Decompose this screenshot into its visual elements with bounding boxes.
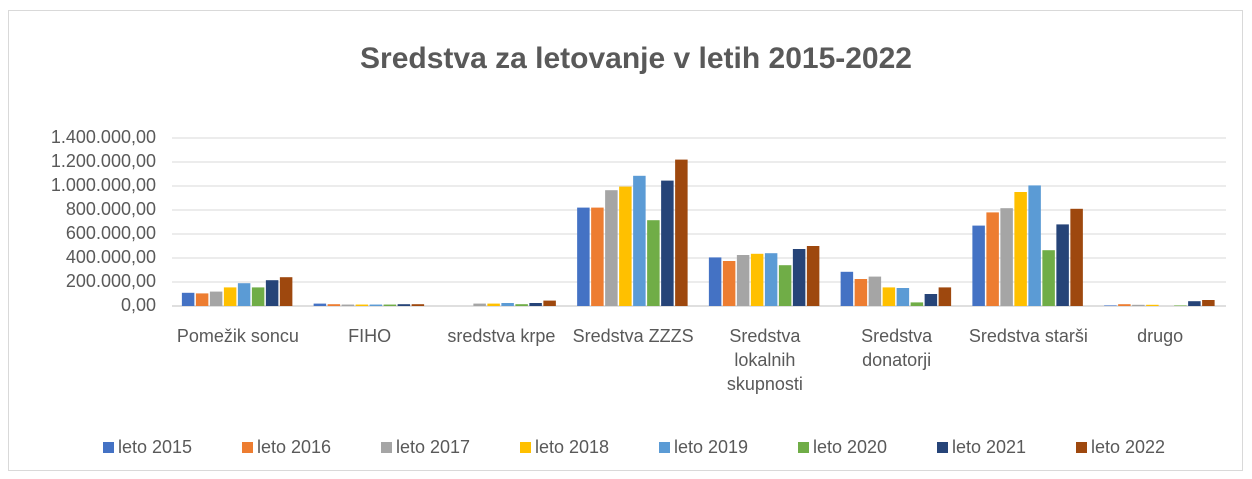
bar	[265, 280, 279, 306]
bar	[313, 303, 327, 306]
bar	[1028, 185, 1041, 306]
bar	[591, 207, 604, 306]
y-tick-label: 0,00	[121, 295, 156, 315]
bar	[181, 292, 195, 306]
bar	[972, 225, 985, 306]
y-tick-label: 1.200.000,00	[51, 151, 156, 171]
bar	[868, 276, 882, 306]
bar	[369, 304, 383, 306]
bar	[529, 303, 542, 306]
x-tick-label: Sredstva lokalnih skupnosti	[726, 326, 803, 394]
x-tick-label: Sredstva donatorji	[861, 326, 933, 370]
bar	[411, 304, 425, 306]
chart-title: Sredstva za letovanje v letih 2015-2022	[360, 42, 912, 75]
bar	[647, 220, 660, 306]
bar	[487, 303, 500, 306]
legend-label: leto 2020	[813, 437, 887, 457]
bar	[896, 288, 910, 306]
bar	[1146, 304, 1159, 306]
legend-label: leto 2016	[257, 437, 331, 457]
bar	[195, 293, 209, 306]
bar	[619, 186, 632, 306]
bar	[501, 303, 514, 306]
y-tick-label: 200.000,00	[66, 271, 156, 291]
bar	[397, 304, 411, 306]
bar	[223, 287, 237, 306]
bar	[327, 304, 341, 306]
bar	[722, 261, 736, 306]
legend-label: leto 2015	[118, 437, 192, 457]
bar	[924, 294, 938, 306]
bar	[910, 302, 924, 306]
legend-swatch	[798, 442, 809, 453]
x-tick-label: Sredstva starši	[968, 326, 1088, 346]
bar	[279, 277, 293, 306]
bar	[355, 304, 369, 306]
bar	[854, 279, 868, 306]
y-tick-label: 600.000,00	[66, 223, 156, 243]
bar	[792, 249, 806, 306]
bar	[1188, 301, 1201, 306]
legend-label: leto 2017	[396, 437, 470, 457]
bar	[473, 303, 486, 306]
bar	[577, 207, 590, 306]
legend-label: leto 2022	[1091, 437, 1165, 457]
bar	[986, 212, 999, 306]
legend-swatch	[937, 442, 948, 453]
bar	[633, 175, 646, 306]
bar	[1056, 224, 1069, 306]
legend-swatch	[520, 442, 531, 453]
bar	[1202, 300, 1215, 306]
bar	[383, 304, 397, 306]
y-tick-label: 1.000.000,00	[51, 175, 156, 195]
bar	[778, 265, 792, 306]
bar	[543, 300, 556, 306]
bar	[675, 159, 688, 306]
bar	[1070, 208, 1083, 306]
bar	[806, 246, 820, 306]
legend-swatch	[103, 442, 114, 453]
bar	[938, 287, 952, 306]
x-tick-label: Pomežik soncu	[176, 326, 299, 346]
bar	[209, 291, 223, 306]
bar	[708, 257, 722, 306]
x-tick-label: sredstva krpe	[447, 326, 556, 346]
x-tick-label: drugo	[1137, 326, 1184, 346]
bar	[1174, 305, 1187, 306]
bar	[1104, 305, 1117, 306]
bar	[251, 287, 265, 306]
bar	[1042, 250, 1055, 306]
bar	[1014, 192, 1027, 306]
y-tick-label: 1.400.000,00	[51, 127, 156, 147]
bar	[341, 304, 355, 306]
legend-swatch	[1076, 442, 1087, 453]
bar	[1118, 304, 1131, 306]
x-tick-label: Sredstva ZZZS	[572, 326, 694, 346]
bar	[736, 255, 750, 306]
bar	[661, 180, 674, 306]
bar	[237, 283, 251, 306]
legend-swatch	[659, 442, 670, 453]
legend-swatch	[242, 442, 253, 453]
bar	[840, 271, 854, 306]
bar	[1132, 304, 1145, 306]
legend-label: leto 2018	[535, 437, 609, 457]
bar	[605, 190, 618, 306]
legend-label: leto 2021	[952, 437, 1026, 457]
bar	[515, 304, 528, 306]
x-tick-label: FIHO	[348, 326, 392, 346]
bar	[750, 253, 764, 306]
y-tick-label: 400.000,00	[66, 247, 156, 267]
bar	[764, 253, 778, 306]
bar	[1000, 208, 1013, 306]
legend-swatch	[381, 442, 392, 453]
bar	[882, 287, 896, 306]
y-tick-label: 800.000,00	[66, 199, 156, 219]
legend-label: leto 2019	[674, 437, 748, 457]
